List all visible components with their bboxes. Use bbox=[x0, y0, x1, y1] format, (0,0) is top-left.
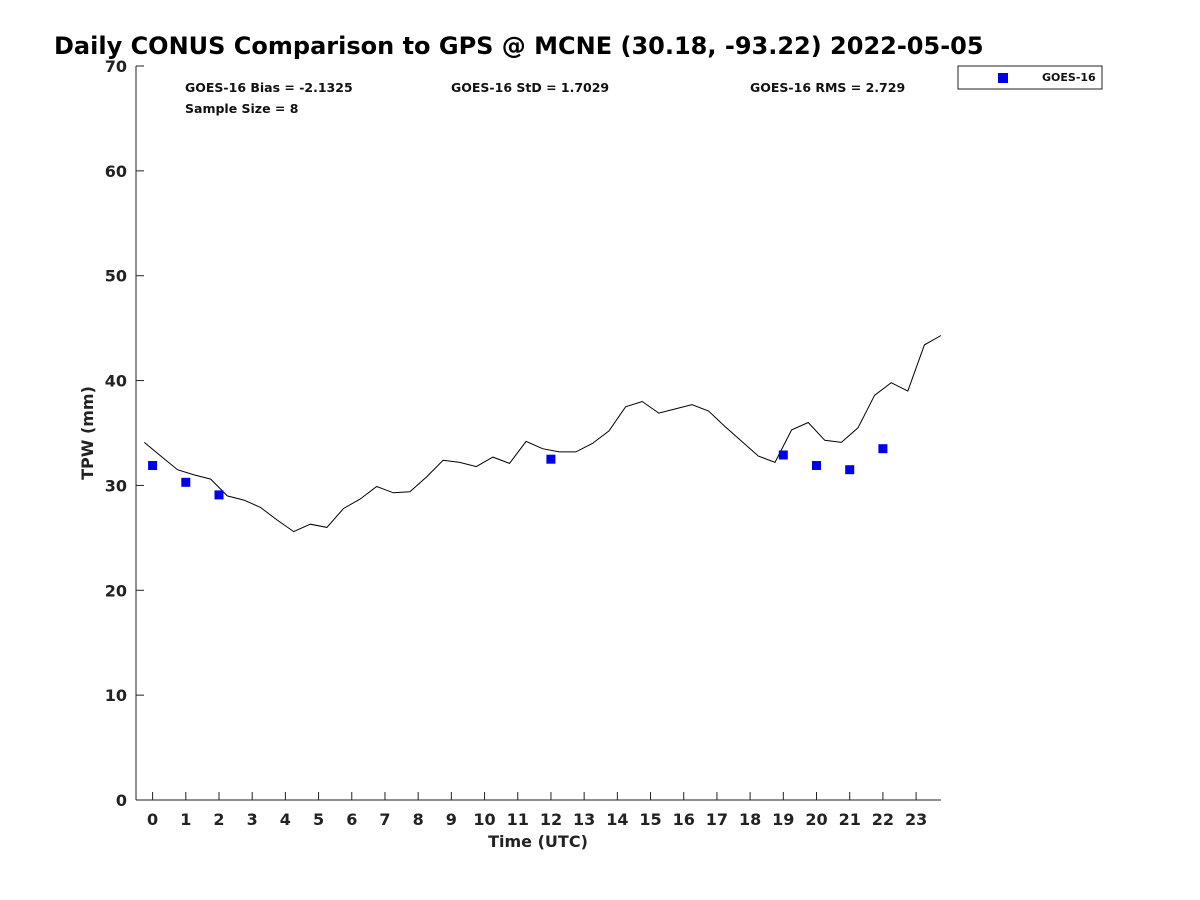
x-tick-label: 11 bbox=[507, 810, 529, 829]
goes-16-point bbox=[181, 477, 191, 487]
plot-area bbox=[135, 66, 941, 801]
x-tick-label: 17 bbox=[706, 810, 728, 829]
y-tick-label: 50 bbox=[105, 267, 127, 286]
goes-16-point bbox=[148, 461, 158, 470]
x-tick-label: 5 bbox=[313, 810, 324, 829]
goes-16-point bbox=[214, 490, 224, 500]
y-tick-label: 70 bbox=[105, 57, 127, 76]
x-tick-label: 1 bbox=[180, 810, 191, 829]
x-tick-label: 10 bbox=[473, 810, 495, 829]
stat-sample-size: Sample Size = 8 bbox=[185, 101, 298, 116]
legend-box bbox=[957, 65, 1103, 90]
y-ticks: 0 10 20 30 40 50 60 70 bbox=[105, 57, 144, 810]
x-tick-label: 0 bbox=[147, 810, 158, 829]
y-tick-label: 40 bbox=[105, 372, 127, 391]
x-axis-label: Time (UTC) bbox=[488, 832, 588, 851]
y-tick-label: 30 bbox=[105, 476, 127, 495]
x-tick-label: 13 bbox=[573, 810, 595, 829]
chart-title: Daily CONUS Comparison to GPS @ MCNE (30… bbox=[54, 32, 984, 60]
x-tick-label: 20 bbox=[805, 810, 827, 829]
stat-std: GOES-16 StD = 1.7029 bbox=[451, 80, 609, 95]
x-tick-label: 9 bbox=[446, 810, 457, 829]
x-tick-label: 14 bbox=[606, 810, 628, 829]
stats-block: GOES-16 Bias = -2.1325 GOES-16 StD = 1.7… bbox=[185, 80, 905, 116]
goes-16-point bbox=[845, 465, 855, 475]
x-tick-label: 8 bbox=[413, 810, 424, 829]
y-tick-label: 10 bbox=[105, 686, 127, 705]
legend-marker bbox=[998, 73, 1008, 83]
x-tick-label: 4 bbox=[280, 810, 291, 829]
x-ticks: 0 1 2 3 4 5 6 7 8 9 10 11 12 13 14 15 16 17 18 19 20 21 22 23 bbox=[147, 792, 927, 829]
x-tick-label: 3 bbox=[247, 810, 258, 829]
y-axis-label: TPW (mm) bbox=[78, 386, 97, 480]
x-tick-label: 7 bbox=[379, 810, 390, 829]
x-tick-label: 15 bbox=[639, 810, 661, 829]
x-tick-label: 23 bbox=[905, 810, 927, 829]
goes-16-point bbox=[878, 444, 888, 454]
x-tick-label: 16 bbox=[673, 810, 695, 829]
x-tick-label: 19 bbox=[772, 810, 794, 829]
stat-bias: GOES-16 Bias = -2.1325 bbox=[185, 80, 353, 95]
x-tick-label: 6 bbox=[346, 810, 357, 829]
y-tick-label: 0 bbox=[116, 791, 127, 810]
x-tick-label: 12 bbox=[540, 810, 562, 829]
goes-16-point bbox=[546, 454, 556, 464]
goes-16-point bbox=[778, 450, 788, 460]
stat-rms: GOES-16 RMS = 2.729 bbox=[750, 80, 905, 95]
x-tick-label: 18 bbox=[739, 810, 761, 829]
goes-16-point bbox=[812, 461, 821, 470]
gps-series bbox=[143, 335, 942, 533]
x-tick-label: 2 bbox=[213, 810, 224, 829]
y-tick-label: 60 bbox=[105, 162, 127, 181]
goes-16-series bbox=[148, 444, 888, 500]
x-tick-label: 22 bbox=[872, 810, 894, 829]
gps-line bbox=[143, 335, 942, 533]
legend: GOES-16 bbox=[957, 65, 1103, 90]
x-tick-label: 21 bbox=[839, 810, 861, 829]
legend-label: GOES-16 bbox=[1042, 71, 1096, 84]
y-tick-label: 20 bbox=[105, 581, 127, 600]
